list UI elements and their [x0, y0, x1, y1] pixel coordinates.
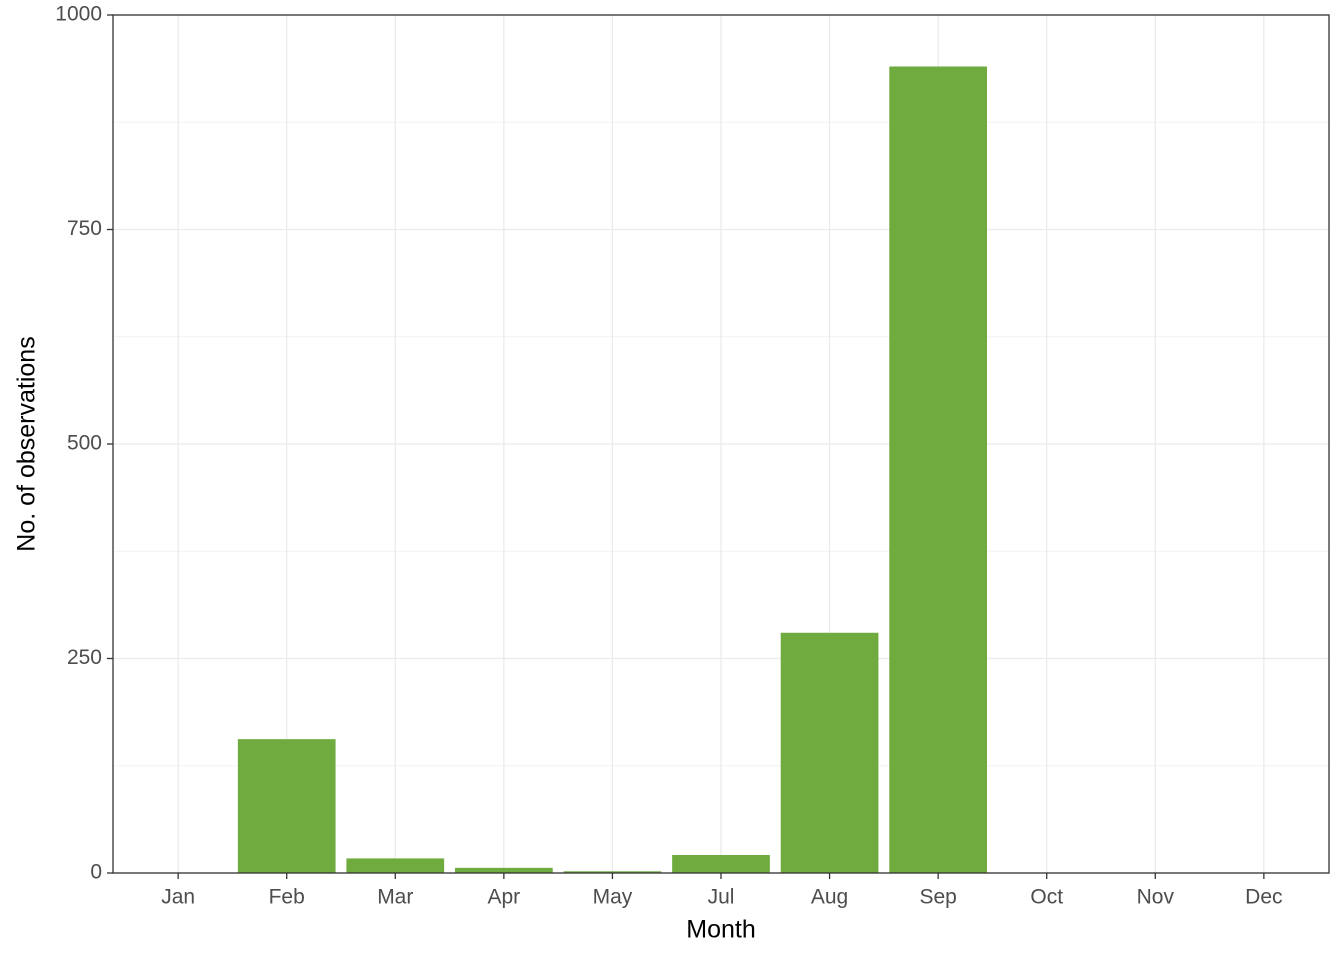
- bar: [672, 854, 770, 873]
- x-tick-label: Feb: [269, 886, 305, 909]
- y-tick-label: 0: [90, 861, 102, 884]
- y-tick-label: 750: [67, 217, 102, 240]
- x-axis-title: Month: [686, 916, 755, 944]
- bar: [563, 871, 662, 873]
- x-tick-label: Mar: [377, 886, 413, 909]
- x-tick-label: Nov: [1137, 886, 1175, 909]
- x-tick-label: Apr: [488, 886, 521, 909]
- x-tick-label: Jan: [161, 886, 195, 909]
- bar: [889, 66, 987, 874]
- x-tick-label: Aug: [811, 886, 848, 909]
- x-tick-label: May: [593, 886, 633, 909]
- bar: [455, 867, 553, 873]
- y-axis-title: No. of observations: [13, 336, 41, 551]
- panel-border: [112, 14, 1330, 874]
- y-tick-label: 1000: [55, 3, 102, 26]
- bar: [780, 632, 879, 873]
- x-tick-label: Dec: [1245, 886, 1282, 909]
- x-tick-label: Sep: [919, 886, 956, 909]
- x-tick-label: Jul: [708, 886, 735, 909]
- bar: [346, 858, 445, 873]
- y-tick-label: 250: [67, 646, 102, 669]
- y-tick-label: 500: [67, 432, 102, 455]
- x-tick-label: Oct: [1030, 886, 1063, 909]
- bar: [237, 739, 336, 873]
